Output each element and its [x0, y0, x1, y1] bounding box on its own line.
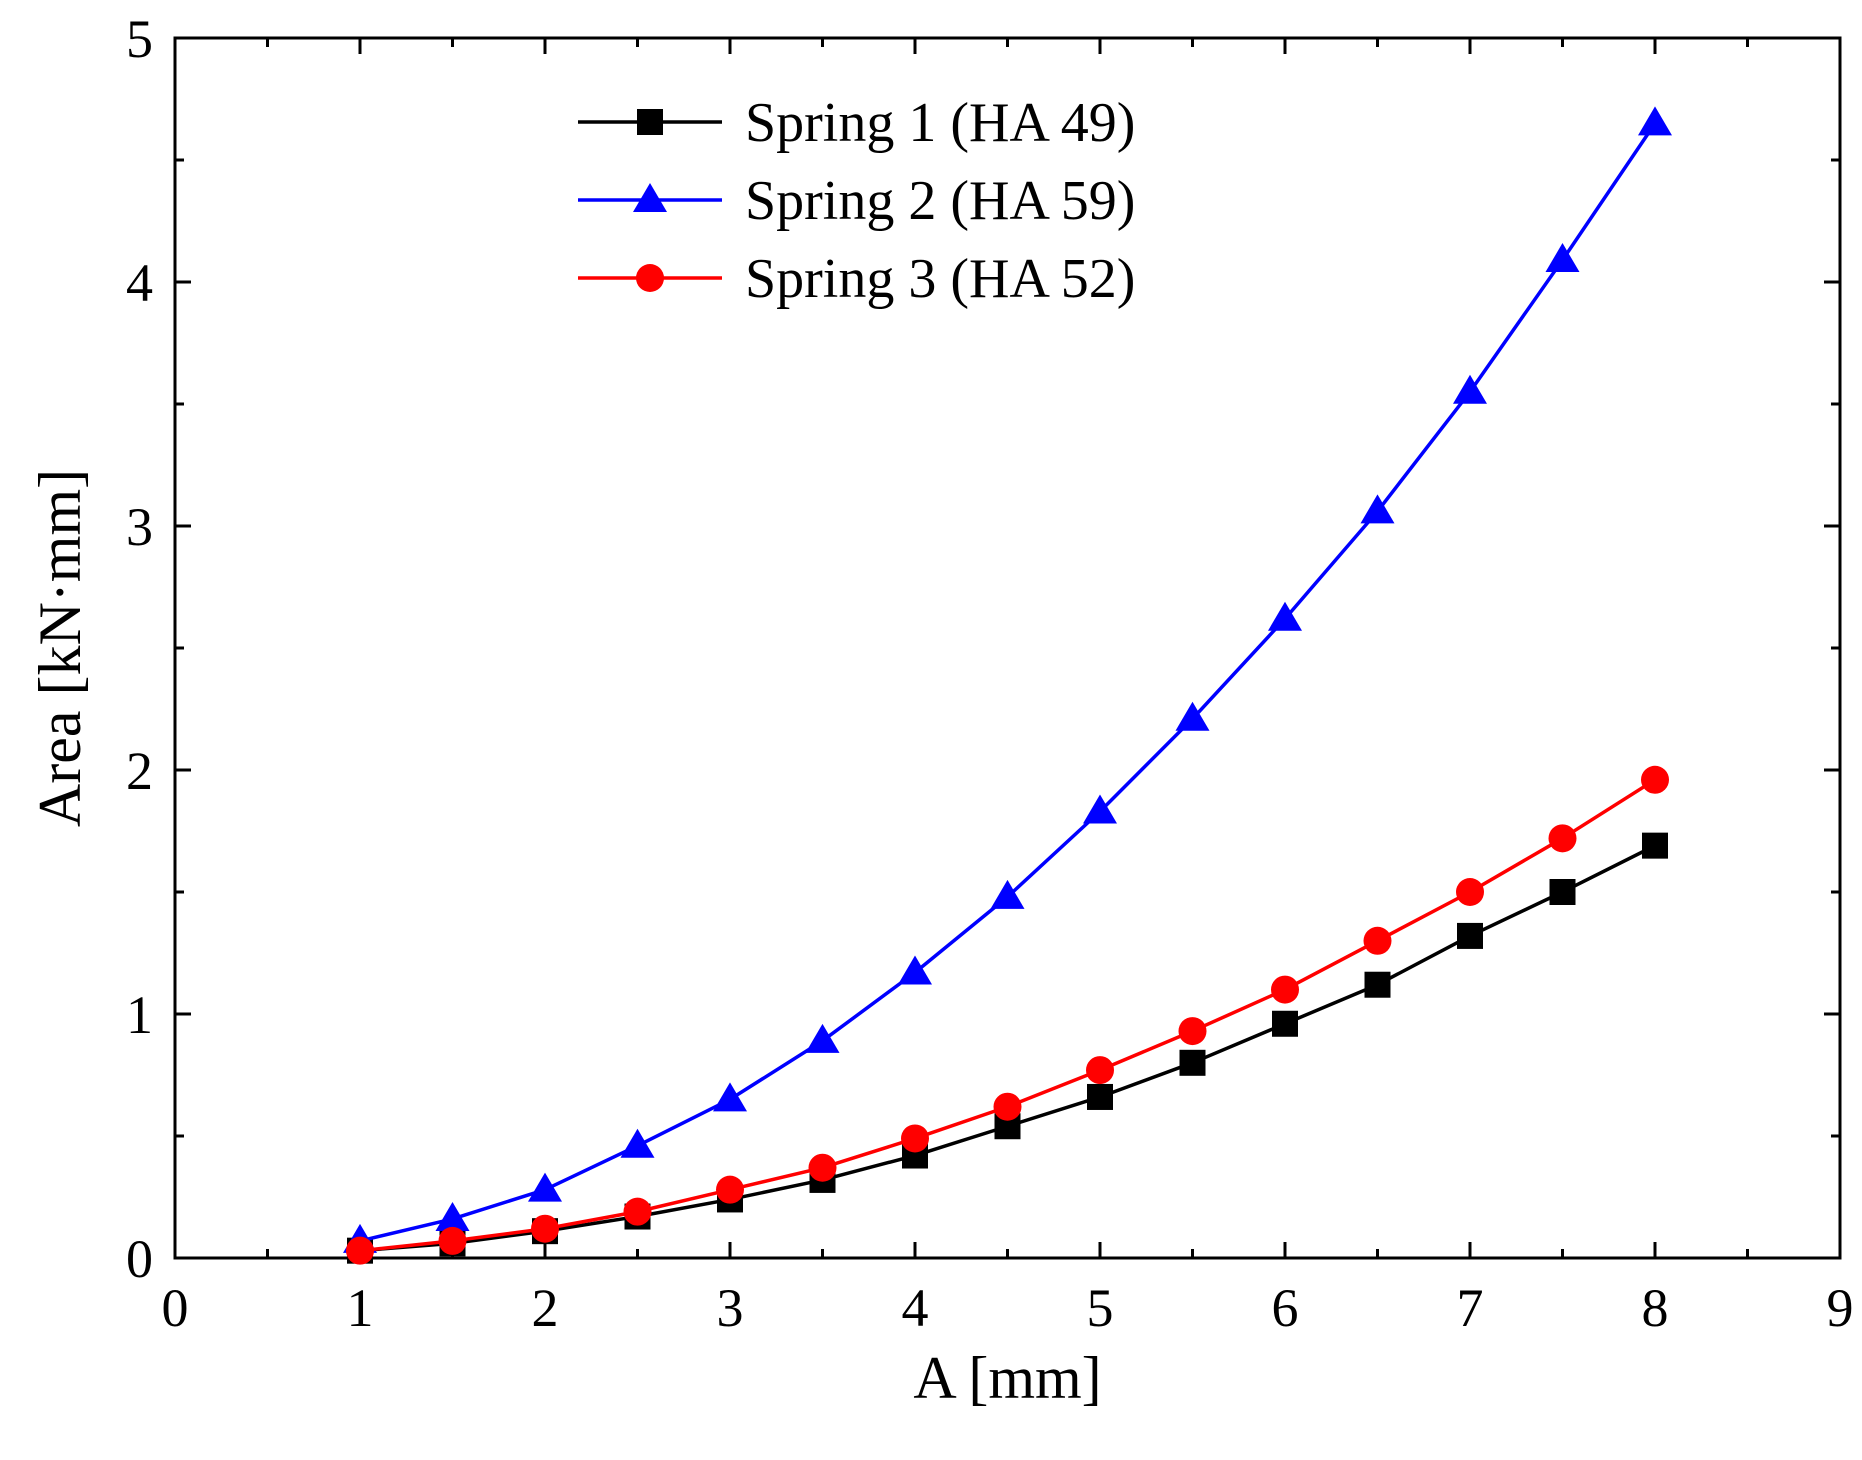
x-tick-label: 3: [717, 1278, 744, 1338]
y-tick-label: 3: [126, 497, 153, 557]
data-point: [805, 1023, 840, 1053]
legend-marker: [633, 183, 667, 212]
x-tick-label: 2: [532, 1278, 559, 1338]
data-point: [1548, 824, 1577, 853]
data-point: [1271, 975, 1299, 1004]
data-point: [1086, 1056, 1114, 1085]
data-point: [713, 1082, 747, 1112]
data-point: [435, 1201, 470, 1231]
legend-item: Spring 3 (HA 52): [578, 248, 1135, 310]
data-point: [1360, 494, 1395, 524]
legend-item: Spring 2 (HA 59): [578, 170, 1135, 232]
x-axis-title: A [mm]: [913, 1345, 1101, 1411]
x-tick-label: 5: [1087, 1278, 1114, 1338]
data-point: [1179, 1049, 1206, 1076]
legend-marker: [636, 264, 664, 292]
data-point: [990, 879, 1025, 909]
series-3-line: [359, 778, 1656, 1253]
data-point: [623, 1197, 652, 1226]
x-tick-label: 1: [347, 1278, 374, 1338]
legend-marker: [637, 109, 663, 135]
x-tick-label: 6: [1272, 1278, 1299, 1338]
data-point: [620, 1128, 655, 1158]
data-point: [1642, 832, 1668, 859]
y-tick-label: 0: [126, 1229, 153, 1289]
data-point: [1175, 701, 1210, 731]
data-point: [438, 1226, 467, 1255]
legend-label: Spring 2 (HA 59): [745, 170, 1135, 232]
series-3: [346, 765, 1669, 1265]
series-layer: [343, 106, 1672, 1265]
data-point: [716, 1175, 744, 1204]
data-point: [1549, 879, 1576, 905]
data-point: [531, 1214, 559, 1243]
x-tick-label: 9: [1827, 1278, 1854, 1338]
data-point: [1638, 106, 1672, 136]
data-point: [898, 955, 932, 985]
data-point: [1363, 926, 1392, 955]
legend-item: Spring 1 (HA 49): [578, 92, 1135, 154]
data-point: [1364, 971, 1391, 998]
x-tick-label: 7: [1457, 1278, 1484, 1338]
data-point: [1178, 1017, 1207, 1046]
y-tick-label: 2: [126, 741, 153, 801]
data-point: [1641, 765, 1669, 794]
data-point: [528, 1172, 562, 1202]
data-point: [1545, 243, 1580, 273]
data-point: [1272, 1010, 1298, 1037]
y-axis-title: Area [kN·mm]: [27, 469, 93, 827]
data-point: [901, 1124, 929, 1153]
axis-ticks: 0 1 2 3 4 5 6 7 8 9 0 1 2 3 4 5: [126, 9, 1854, 1338]
legend-label: Spring 1 (HA 49): [745, 92, 1135, 154]
data-point: [1456, 878, 1484, 906]
x-tick-label: 4: [902, 1278, 929, 1338]
legend: Spring 1 (HA 49) Spring 2 (HA 59) Spring 3…: [578, 92, 1135, 310]
data-point: [808, 1153, 837, 1182]
y-tick-label: 1: [126, 985, 153, 1045]
data-point: [1087, 1083, 1113, 1110]
data-point: [1083, 794, 1117, 824]
data-point: [1268, 601, 1302, 631]
data-point: [1453, 374, 1487, 404]
x-tick-label: 0: [162, 1278, 189, 1338]
data-point: [993, 1092, 1022, 1121]
data-point: [1457, 922, 1483, 949]
y-tick-label: 4: [126, 253, 153, 313]
y-tick-label: 5: [126, 9, 153, 69]
series-2: [343, 106, 1672, 1253]
legend-label: Spring 3 (HA 52): [745, 248, 1135, 310]
x-tick-label: 8: [1642, 1278, 1669, 1338]
data-point: [346, 1236, 374, 1265]
